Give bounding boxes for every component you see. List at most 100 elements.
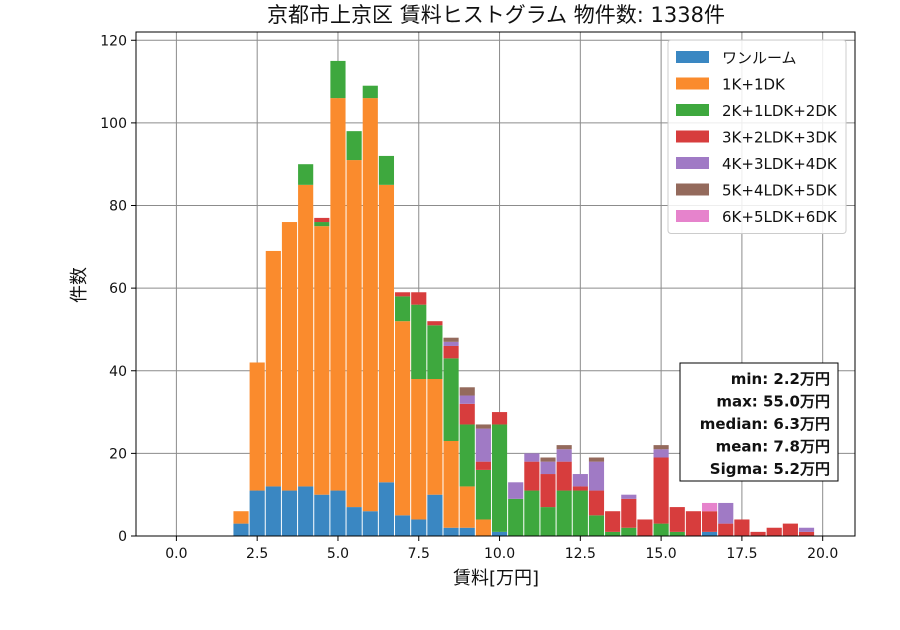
bar-segment <box>298 486 314 536</box>
bar-segment <box>540 507 556 536</box>
bar-segment <box>298 164 314 185</box>
bar-segment <box>540 457 556 462</box>
bar-segment <box>572 474 588 487</box>
bar-segment <box>314 217 330 223</box>
legend-label: ワンルーム <box>722 49 797 67</box>
bar-segment <box>540 461 556 475</box>
bar-segment <box>588 490 605 516</box>
y-tick-label: 0 <box>118 529 127 545</box>
bar-segment <box>281 490 298 536</box>
legend-swatch <box>676 77 709 90</box>
bar-segment <box>459 387 475 396</box>
bar-segment <box>314 222 330 227</box>
stats-line: min: 2.2万円 <box>731 370 830 388</box>
x-tick-label: 10.0 <box>484 546 515 562</box>
x-tick-label: 2.5 <box>246 546 268 562</box>
legend-swatch <box>676 130 709 143</box>
bar-segment <box>491 424 508 532</box>
bar-segment <box>281 222 298 491</box>
bar-segment <box>265 250 281 487</box>
bar-segment <box>637 519 653 536</box>
bar-segment <box>427 325 443 380</box>
bar-segment <box>427 379 443 495</box>
legend-swatch <box>676 104 709 116</box>
bar-segment <box>524 453 540 462</box>
ticks-layer: 0.0 2.5 5.0 7.5 10.0 12.5 15.0 17.5 20.0 0 20 40 60 8… <box>100 33 838 562</box>
chart-title: 京都市上京区 賃料ヒストグラム 物件数: 1338件 <box>267 3 725 27</box>
bar-segment <box>766 527 782 536</box>
bar-segment <box>314 494 330 536</box>
legend-label: 2K+1LDK+2DK <box>722 102 838 120</box>
bar-segment <box>346 131 362 161</box>
bar-segment <box>330 60 346 99</box>
legend-swatch <box>676 51 709 63</box>
bar-segment <box>475 428 491 462</box>
bar-segment <box>734 519 750 536</box>
bar-segment <box>362 85 378 99</box>
legend-swatch <box>676 183 709 196</box>
bar-segment <box>702 502 718 512</box>
bar-segment <box>669 507 685 532</box>
bar-segment <box>330 490 346 536</box>
bar-segment <box>588 457 605 462</box>
bar-segment <box>459 424 475 487</box>
bar-segment <box>443 341 459 346</box>
bar-segment <box>411 519 427 536</box>
x-tick-label: 20.0 <box>807 546 838 562</box>
bar-segment <box>378 184 395 483</box>
bar-segment <box>588 515 605 536</box>
legend-label: 3K+2LDK+3DK <box>722 129 838 147</box>
bar-segment <box>378 155 395 185</box>
bar-segment <box>475 424 491 429</box>
bar-segment <box>346 160 362 508</box>
bar-segment <box>508 482 524 499</box>
y-tick-label: 100 <box>100 116 127 132</box>
bar-segment <box>362 511 378 536</box>
bar-segment <box>524 461 540 491</box>
bar-segment <box>605 511 621 532</box>
bar-segment <box>685 511 702 536</box>
bar-segment <box>653 449 669 458</box>
bar-segment <box>750 531 766 536</box>
bar-segment <box>395 321 411 516</box>
bar-segment <box>491 412 508 425</box>
bar-segment <box>411 304 427 380</box>
bar-segment <box>621 498 637 528</box>
legend: ワンルーム 1K+1DK 2K+1LDK+2DK 3K+2LDK+3DK 4K+3LDK… <box>667 39 847 234</box>
bar-segment <box>475 461 491 470</box>
bar-segment <box>588 461 605 491</box>
stats-line: median: 6.3万円 <box>700 415 830 433</box>
bar-segment <box>427 494 443 536</box>
stats-frame <box>679 362 839 482</box>
bar-segment <box>330 98 346 491</box>
bar-segment <box>798 531 815 536</box>
stats-line: Sigma: 5.2万円 <box>710 460 830 478</box>
bar-segment <box>395 515 411 536</box>
bar-segment <box>621 494 637 499</box>
bar-segment <box>346 507 362 536</box>
bar-segment <box>443 527 459 536</box>
x-tick-label: 7.5 <box>408 546 430 562</box>
bar-segment <box>491 531 508 536</box>
bar-segment <box>782 523 798 536</box>
bar-segment <box>572 490 588 536</box>
bar-segment <box>669 531 685 536</box>
bar-segment <box>443 345 459 359</box>
bar-segment <box>653 523 669 536</box>
bar-segment <box>556 445 572 450</box>
bar-segment <box>702 511 718 532</box>
bar-segment <box>298 184 314 487</box>
bar-segment <box>556 490 572 536</box>
bar-segment <box>427 321 443 326</box>
y-tick-label: 20 <box>109 446 127 462</box>
bar-segment <box>443 358 459 441</box>
bar-segment <box>411 292 427 305</box>
stats-line: max: 55.0万円 <box>716 393 830 411</box>
bar-segment <box>395 296 411 322</box>
plot-frame <box>135 31 856 537</box>
bar-segment <box>702 531 718 536</box>
bar-segment <box>653 457 669 524</box>
bar-segment <box>459 395 475 404</box>
bar-segment <box>395 292 411 297</box>
